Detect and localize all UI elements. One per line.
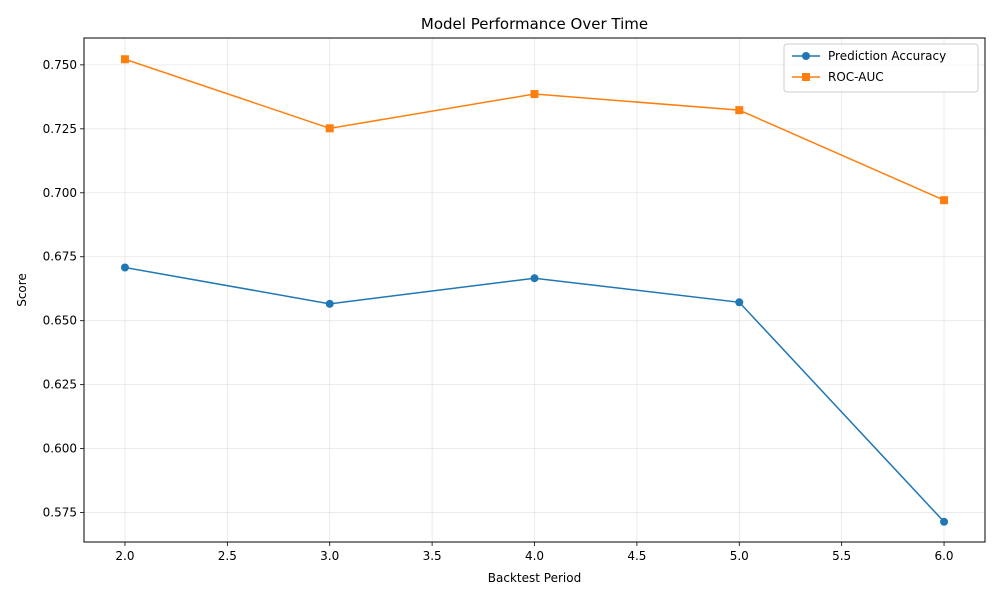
x-tick-label: 2.0 bbox=[115, 549, 134, 563]
data-point-prediction-accuracy bbox=[325, 299, 334, 308]
y-axis-ticks: 0.575 0.600 0.625 0.650 0.675 0.700 0.725 0.750 bbox=[43, 58, 84, 520]
y-axis-label: Score bbox=[15, 273, 29, 307]
y-tick-label: 0.650 bbox=[43, 314, 77, 328]
y-tick-label: 0.625 bbox=[43, 378, 77, 392]
legend-label-prediction-accuracy: Prediction Accuracy bbox=[828, 49, 946, 63]
legend-marker-prediction-accuracy bbox=[802, 52, 810, 60]
x-tick-label: 4.5 bbox=[627, 549, 646, 563]
data-point-roc-auc bbox=[735, 106, 744, 115]
x-tick-label: 3.0 bbox=[320, 549, 339, 563]
x-tick-label: 2.5 bbox=[218, 549, 237, 563]
legend-label-roc-auc: ROC-AUC bbox=[828, 70, 884, 84]
data-point-roc-auc bbox=[325, 124, 334, 133]
x-tick-label: 3.5 bbox=[423, 549, 442, 563]
x-axis-label: Backtest Period bbox=[488, 571, 581, 585]
x-tick-label: 6.0 bbox=[934, 549, 953, 563]
data-point-prediction-accuracy bbox=[120, 263, 129, 272]
x-axis-ticks: 2.0 2.5 3.0 3.5 4.0 4.5 5.0 5.5 6.0 bbox=[115, 542, 954, 563]
y-tick-label: 0.725 bbox=[43, 122, 77, 136]
legend-marker-roc-auc bbox=[802, 73, 810, 81]
legend-box bbox=[783, 43, 979, 93]
data-point-prediction-accuracy bbox=[735, 298, 744, 307]
x-tick-label: 4.0 bbox=[525, 549, 544, 563]
x-tick-label: 5.5 bbox=[832, 549, 851, 563]
y-tick-label: 0.750 bbox=[43, 58, 77, 72]
grid bbox=[84, 38, 985, 542]
data-point-roc-auc bbox=[120, 55, 129, 64]
data-point-roc-auc bbox=[940, 196, 949, 205]
data-point-prediction-accuracy bbox=[940, 517, 949, 526]
y-tick-label: 0.700 bbox=[43, 186, 77, 200]
y-tick-label: 0.600 bbox=[43, 442, 77, 456]
x-tick-label: 5.0 bbox=[730, 549, 749, 563]
y-tick-label: 0.675 bbox=[43, 250, 77, 264]
legend: Prediction Accuracy ROC-AUC bbox=[783, 43, 979, 93]
series-layer bbox=[120, 55, 949, 526]
y-tick-label: 0.575 bbox=[43, 506, 77, 520]
data-point-prediction-accuracy bbox=[530, 274, 539, 283]
data-point-roc-auc bbox=[530, 90, 539, 99]
chart-title: Model Performance Over Time bbox=[421, 15, 648, 33]
